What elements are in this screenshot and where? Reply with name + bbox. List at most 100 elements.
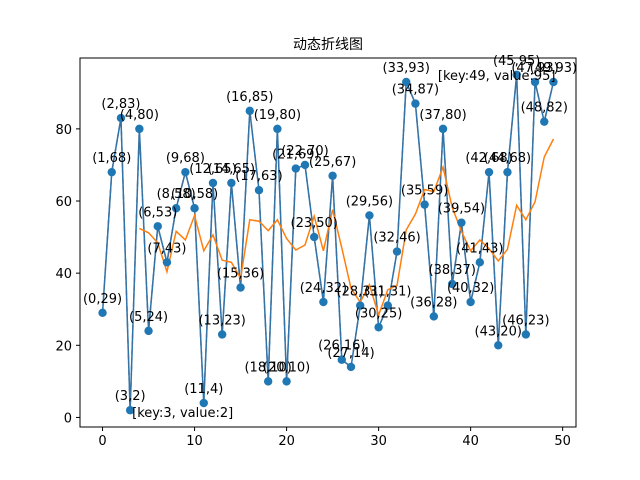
- data-point: [181, 167, 190, 177]
- point-label: (9,68): [166, 151, 205, 166]
- point-label: (7,43): [147, 241, 186, 256]
- point-label: (32,46): [373, 231, 420, 246]
- point-label: (25,67): [309, 155, 356, 170]
- plot-area: [98, 70, 558, 415]
- data-point: [319, 297, 328, 307]
- x-tick-label: 30: [370, 434, 387, 449]
- data-point: [549, 77, 558, 87]
- point-label: (18,10): [244, 360, 291, 375]
- data-point: [171, 204, 181, 213]
- data-point: [337, 355, 347, 364]
- point-label: (48,82): [521, 101, 568, 116]
- y-tick-label: 80: [55, 123, 72, 138]
- data-point: [438, 124, 448, 134]
- point-label: (47,93): [511, 61, 558, 76]
- point-label: (33,93): [383, 61, 430, 76]
- point-label: (36,28): [410, 295, 457, 310]
- point-label: (29,56): [346, 194, 393, 209]
- data-point: [512, 70, 521, 79]
- data-point: [208, 178, 218, 188]
- point-label: (10,58): [171, 187, 218, 202]
- point-label: (42,68): [465, 151, 512, 166]
- data-point: [411, 99, 420, 108]
- data-point: [153, 222, 162, 231]
- point-label: (26,16): [318, 339, 365, 354]
- data-point: [125, 406, 135, 415]
- data-point: [107, 167, 116, 177]
- data-point: [392, 247, 402, 256]
- y-tick-label: 0: [64, 411, 72, 426]
- data-point: [245, 106, 254, 116]
- point-label: (46,23): [502, 313, 549, 328]
- point-label: (4,80): [120, 108, 159, 123]
- point-label: (30,25): [355, 306, 402, 321]
- chart-title: 动态折线图: [293, 37, 363, 53]
- point-label: (2,83): [101, 97, 140, 112]
- point-label: (0,29): [83, 292, 122, 307]
- axes: 0 10 20 30 40 50 0 20 40 60 80: [55, 123, 570, 449]
- point-label: (31,31): [364, 285, 411, 300]
- point-label: (20,10): [263, 360, 310, 375]
- point-label: (16,85): [226, 90, 273, 105]
- point-label: (44,68): [484, 151, 531, 166]
- data-point: [116, 113, 126, 123]
- point-label: (23,50): [291, 216, 338, 231]
- data-point: [254, 185, 264, 195]
- point-label: (11,4): [184, 382, 223, 397]
- point-label: (43,20): [475, 324, 522, 339]
- point-label: (12,65): [189, 162, 236, 177]
- data-point: [457, 218, 466, 227]
- plot-frame: [79, 57, 577, 428]
- y-tick-label: 60: [55, 195, 72, 210]
- point-label: (40,32): [447, 281, 494, 296]
- x-tick-label: 10: [186, 434, 203, 449]
- data-point: [429, 312, 439, 321]
- y-tick-label: 40: [55, 267, 72, 282]
- point-label: (15,36): [217, 267, 264, 282]
- data-point: [144, 326, 153, 336]
- data-point: [484, 167, 494, 177]
- data-point: [199, 398, 208, 408]
- data-point: [540, 117, 549, 126]
- point-label: (41,43): [456, 241, 503, 256]
- point-label: (1,68): [92, 151, 131, 166]
- point-label: (49,93): [530, 61, 577, 76]
- point-label: (39,54): [438, 202, 485, 217]
- point-label: (14,65): [208, 162, 255, 177]
- point-label: (45,95): [493, 54, 540, 69]
- annotation-label: [key:49, value:95]: [438, 69, 556, 84]
- data-point: [448, 279, 457, 289]
- data-point: [383, 301, 393, 310]
- data-point: [291, 164, 300, 173]
- y-tick-label: 20: [55, 339, 72, 354]
- data-point: [356, 301, 365, 310]
- data-point: [309, 232, 319, 242]
- data-point: [475, 258, 485, 267]
- data-point: [374, 323, 383, 332]
- x-tick-label: 50: [554, 434, 571, 449]
- point-label: (17,63): [235, 169, 282, 184]
- point-label: (21,69): [272, 148, 319, 163]
- data-point: [521, 330, 531, 339]
- data-point: [365, 211, 374, 220]
- point-label: (19,80): [254, 108, 301, 123]
- data-point: [217, 330, 227, 339]
- data-point: [328, 171, 337, 180]
- point-label: (34,87): [392, 83, 439, 98]
- data-point: [263, 377, 273, 386]
- data-point: [227, 178, 236, 188]
- point-label: (38,37): [429, 263, 476, 278]
- point-label: (22,70): [281, 144, 328, 159]
- data-point: [494, 341, 503, 350]
- data-point: [346, 362, 356, 372]
- point-label: (6,53): [138, 205, 177, 220]
- point-label: (35,59): [401, 184, 448, 199]
- point-label: (3,2): [115, 389, 146, 404]
- x-tick-label: 0: [98, 434, 106, 449]
- data-point: [402, 77, 411, 87]
- data-point: [466, 297, 475, 307]
- data-point: [162, 258, 172, 267]
- data-point: [282, 377, 291, 386]
- data-point: [135, 124, 144, 134]
